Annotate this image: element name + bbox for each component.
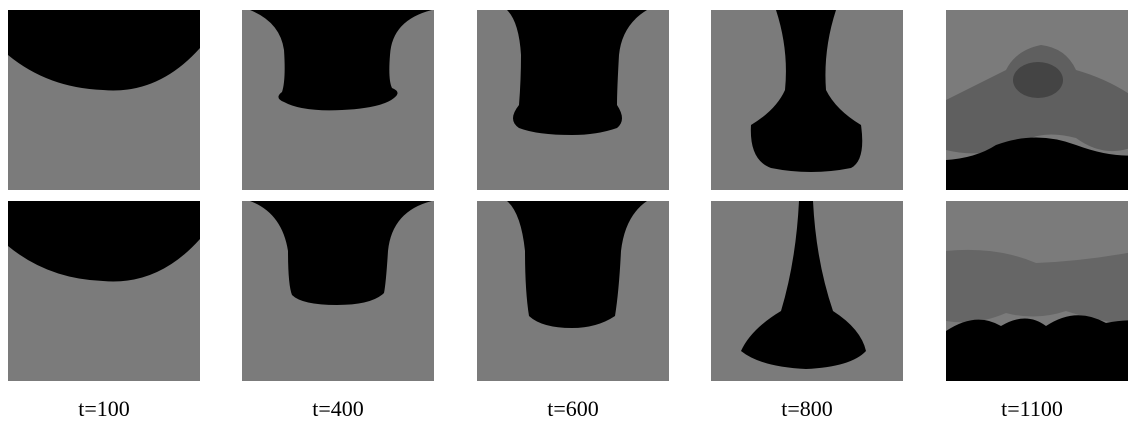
snapshot	[8, 10, 200, 190]
snapshot	[242, 201, 434, 381]
snapshot	[477, 10, 669, 190]
snapshot	[946, 201, 1128, 381]
caption: t=100	[8, 396, 200, 422]
caption: t=400	[242, 396, 434, 422]
snapshot	[8, 201, 200, 381]
snapshot	[711, 201, 903, 381]
caption: t=600	[477, 396, 669, 422]
caption: t=800	[711, 396, 903, 422]
caption: t=1100	[936, 396, 1128, 422]
snapshot	[242, 10, 434, 190]
snapshot	[711, 10, 903, 190]
snapshot	[946, 10, 1128, 190]
snapshot	[477, 201, 669, 381]
figure: t=100 t=400 t=600 t=800 t=1100	[0, 0, 1128, 427]
